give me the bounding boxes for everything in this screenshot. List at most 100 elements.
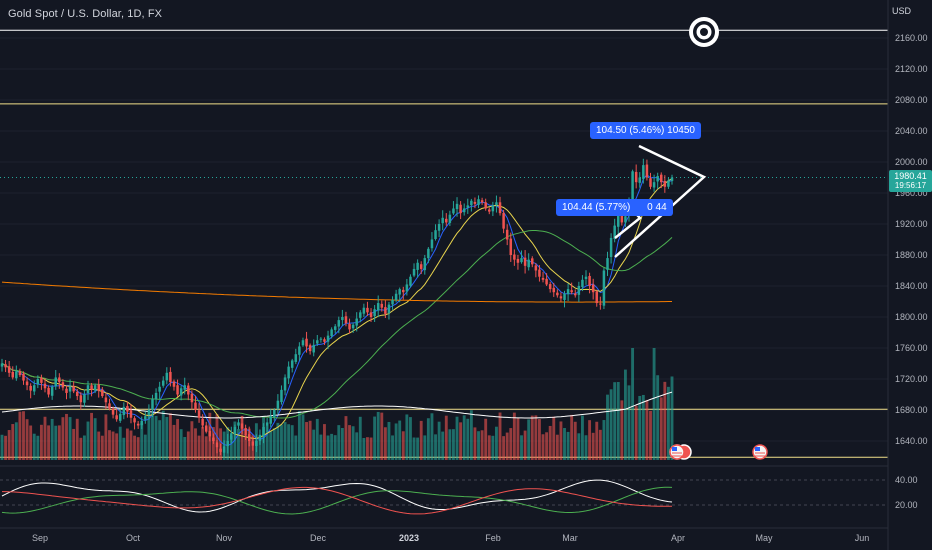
candle-body[interactable]	[201, 418, 204, 426]
measure-label-lower[interactable]: 104.44 (5.77%) 0 44	[556, 199, 673, 216]
candle-body[interactable]	[570, 290, 573, 293]
candle-body[interactable]	[337, 320, 341, 327]
candle-body[interactable]	[477, 199, 480, 205]
candle-body[interactable]	[416, 262, 419, 270]
candle-body[interactable]	[473, 201, 477, 204]
candle-body[interactable]	[316, 340, 319, 344]
candle-body[interactable]	[301, 340, 305, 346]
candle-body[interactable]	[283, 377, 287, 391]
candle-body[interactable]	[402, 289, 405, 293]
candle-body[interactable]	[409, 276, 412, 286]
candle-body[interactable]	[527, 259, 530, 268]
candle-body[interactable]	[133, 418, 136, 423]
candle-body[interactable]	[384, 307, 387, 314]
candle-body[interactable]	[495, 202, 498, 206]
candle-body[interactable]	[154, 392, 158, 400]
candle-body[interactable]	[4, 364, 7, 368]
candle-body[interactable]	[265, 422, 269, 426]
candle-body[interactable]	[373, 309, 376, 317]
candle-body[interactable]	[581, 279, 584, 287]
candle-body[interactable]	[545, 278, 548, 285]
candle-body[interactable]	[380, 303, 384, 308]
candle-body[interactable]	[359, 312, 362, 318]
candle-body[interactable]	[237, 422, 240, 426]
candle-body[interactable]	[387, 304, 391, 313]
candle-body[interactable]	[172, 381, 176, 387]
candle-body[interactable]	[187, 385, 190, 395]
candle-body[interactable]	[305, 338, 308, 347]
us-flag-icon[interactable]	[752, 444, 768, 460]
candle-body[interactable]	[18, 371, 22, 376]
candle-body[interactable]	[58, 377, 61, 383]
candle-body[interactable]	[362, 307, 366, 314]
candle-body[interactable]	[25, 381, 29, 386]
price-axis[interactable]: 1640.00 1680.00 1720.00 1760.00 1800.00 1840.…	[895, 33, 928, 510]
candle-body[interactable]	[7, 366, 11, 373]
candle-body[interactable]	[376, 303, 380, 311]
candle-body[interactable]	[609, 237, 613, 257]
candle-body[interactable]	[269, 416, 272, 424]
candle-body[interactable]	[222, 446, 226, 453]
candle-body[interactable]	[136, 423, 140, 426]
us-flag-icon[interactable]	[669, 444, 692, 460]
target-icon[interactable]	[689, 17, 719, 47]
candle-body[interactable]	[219, 448, 222, 452]
candle-body[interactable]	[230, 433, 233, 440]
candle-body[interactable]	[104, 397, 108, 403]
candle-body[interactable]	[22, 373, 25, 381]
candle-body[interactable]	[122, 406, 126, 416]
candle-body[interactable]	[595, 291, 599, 304]
candle-body[interactable]	[620, 213, 624, 223]
candle-body[interactable]	[541, 277, 545, 280]
candle-body[interactable]	[83, 394, 86, 403]
candle-body[interactable]	[183, 385, 186, 390]
candle-body[interactable]	[326, 335, 330, 342]
candle-body[interactable]	[0, 363, 4, 367]
candle-body[interactable]	[552, 287, 556, 293]
candle-body[interactable]	[670, 177, 674, 182]
candle-body[interactable]	[430, 239, 434, 249]
candle-body[interactable]	[169, 371, 172, 383]
candle-body[interactable]	[32, 385, 36, 392]
candle-body[interactable]	[427, 248, 430, 259]
candle-body[interactable]	[369, 312, 373, 317]
candle-body[interactable]	[441, 217, 444, 224]
candle-body[interactable]	[333, 326, 337, 330]
candle-body[interactable]	[588, 275, 591, 286]
candle-body[interactable]	[448, 214, 452, 223]
candle-body[interactable]	[634, 171, 638, 183]
candle-body[interactable]	[523, 257, 527, 266]
candle-body[interactable]	[659, 174, 663, 183]
candle-body[interactable]	[308, 345, 312, 352]
candle-body[interactable]	[147, 410, 151, 415]
candle-body[interactable]	[280, 389, 283, 403]
candle-body[interactable]	[161, 380, 165, 386]
candle-body[interactable]	[452, 208, 455, 214]
candle-body[interactable]	[344, 316, 348, 324]
candle-body[interactable]	[126, 406, 129, 412]
candle-body[interactable]	[144, 416, 147, 420]
candle-body[interactable]	[204, 425, 208, 432]
candle-body[interactable]	[462, 208, 466, 213]
candle-body[interactable]	[165, 372, 169, 381]
candle-body[interactable]	[194, 402, 197, 410]
candle-body[interactable]	[176, 385, 179, 395]
candle-body[interactable]	[15, 371, 18, 379]
candle-body[interactable]	[97, 384, 100, 391]
triangle-drawing[interactable]	[614, 144, 707, 258]
candle-body[interactable]	[244, 427, 247, 435]
candle-body[interactable]	[498, 202, 502, 214]
candle-body[interactable]	[140, 420, 143, 426]
candle-body[interactable]	[394, 293, 398, 301]
candle-body[interactable]	[617, 213, 620, 227]
candle-body[interactable]	[574, 293, 577, 296]
candle-body[interactable]	[276, 400, 280, 409]
candle-body[interactable]	[179, 388, 183, 396]
candle-body[interactable]	[79, 395, 83, 403]
candle-body[interactable]	[190, 393, 194, 403]
candle-body[interactable]	[566, 289, 570, 295]
candle-body[interactable]	[341, 317, 344, 321]
candle-body[interactable]	[101, 389, 104, 397]
candle-body[interactable]	[54, 377, 57, 387]
candle-body[interactable]	[287, 366, 290, 379]
